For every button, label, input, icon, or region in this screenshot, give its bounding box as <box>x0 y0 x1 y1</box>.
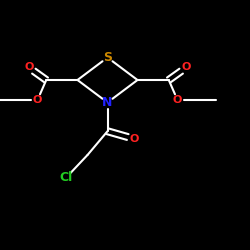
Text: O: O <box>182 62 191 72</box>
Text: S: S <box>103 51 112 64</box>
Text: O: O <box>33 95 42 105</box>
Text: Cl: Cl <box>60 171 73 184</box>
Text: O: O <box>129 134 138 144</box>
Text: N: N <box>102 96 113 109</box>
Text: O: O <box>24 62 34 72</box>
Text: O: O <box>173 95 182 105</box>
